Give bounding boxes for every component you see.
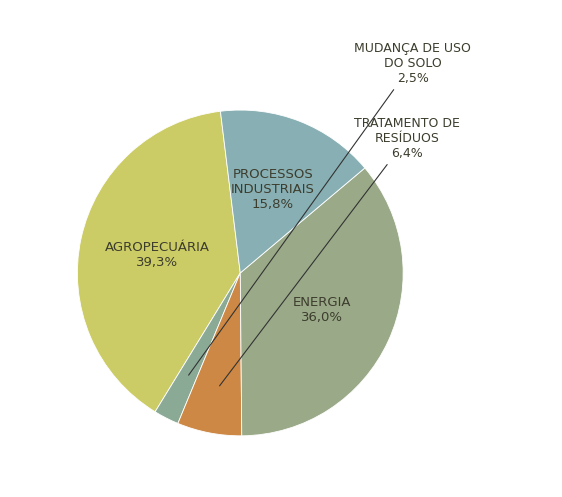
- Text: AGROPECUÁRIA
39,3%: AGROPECUÁRIA 39,3%: [105, 241, 210, 269]
- Wedge shape: [241, 168, 403, 436]
- Text: TRATAMENTO DE
RESÍDUOS
6,4%: TRATAMENTO DE RESÍDUOS 6,4%: [220, 117, 460, 386]
- Text: ENERGIA
36,0%: ENERGIA 36,0%: [292, 296, 351, 325]
- Wedge shape: [178, 273, 242, 436]
- Wedge shape: [155, 273, 241, 423]
- Text: PROCESSOS
INDUSTRIAIS
15,8%: PROCESSOS INDUSTRIAIS 15,8%: [231, 168, 315, 211]
- Wedge shape: [220, 110, 365, 273]
- Text: MUDANÇA DE USO
DO SOLO
2,5%: MUDANÇA DE USO DO SOLO 2,5%: [189, 42, 471, 375]
- Wedge shape: [78, 111, 241, 412]
